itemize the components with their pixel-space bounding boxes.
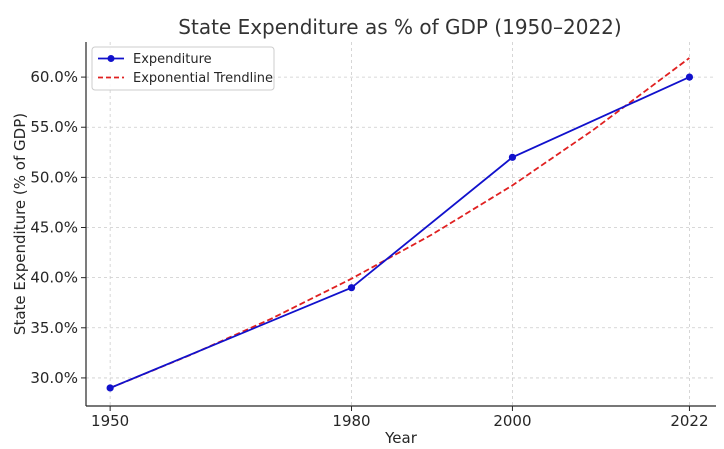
expenditure-data-point: [106, 384, 114, 392]
y-tick-label: 60.0%: [30, 68, 78, 86]
trendline-series-line: [109, 57, 690, 389]
x-axis-ticks: 1950 1980 2000 2022: [91, 406, 709, 430]
expenditure-data-point: [685, 73, 694, 81]
legend-marker-expenditure: [107, 55, 115, 62]
grid-lines: [86, 42, 716, 406]
x-tick-label: 1980: [332, 412, 370, 430]
y-axis-ticks: 30.0% 35.0% 40.0% 45.0% 50.0% 55.0% 60.0%: [30, 68, 86, 387]
expenditure-series-line: [109, 76, 690, 389]
x-axis-label: Year: [384, 429, 418, 447]
x-tick-label: 2000: [493, 412, 531, 430]
x-tick-label: 1950: [91, 412, 129, 430]
y-tick-label: 55.0%: [30, 118, 78, 136]
expenditure-data-point: [347, 284, 356, 292]
legend-label-expenditure: Expenditure: [133, 52, 212, 67]
y-tick-label: 45.0%: [30, 219, 78, 237]
y-axis-label: State Expenditure (% of GDP): [11, 113, 29, 335]
legend: Expenditure Exponential Trendline: [91, 46, 275, 91]
x-tick-label: 2022: [670, 412, 708, 430]
y-tick-label: 40.0%: [30, 269, 78, 287]
legend-label-trendline: Exponential Trendline: [133, 71, 273, 86]
y-tick-label: 30.0%: [30, 369, 78, 387]
y-tick-label: 35.0%: [30, 319, 78, 337]
series-layer: [106, 57, 694, 392]
y-tick-label: 50.0%: [30, 168, 78, 186]
chart-title: State Expenditure as % of GDP (1950–2022…: [178, 15, 621, 39]
axes: [85, 42, 716, 407]
expenditure-data-point: [508, 153, 517, 161]
legend-frame: [91, 46, 275, 91]
